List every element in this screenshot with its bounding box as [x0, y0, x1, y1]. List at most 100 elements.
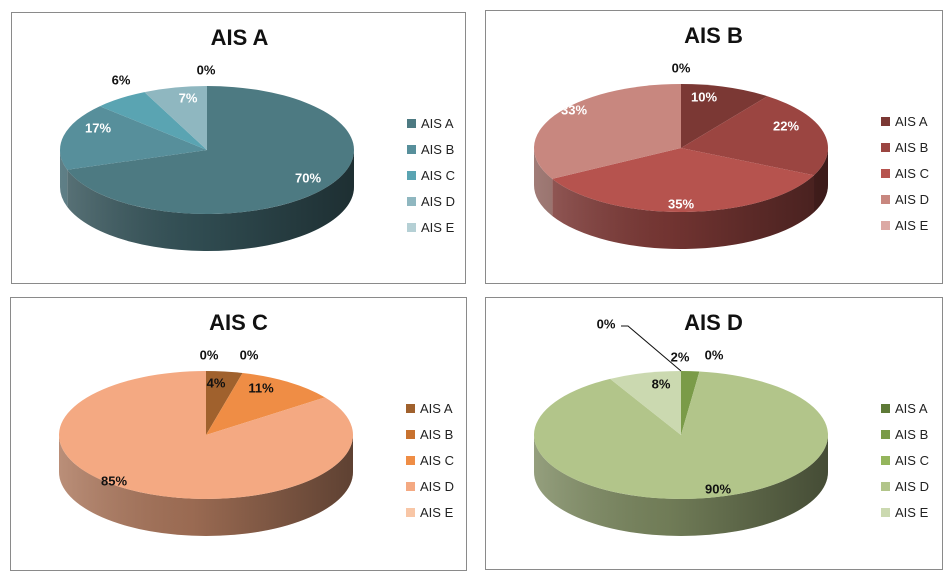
- legend-item: AIS D: [881, 473, 929, 499]
- legend-swatch: [881, 507, 890, 517]
- data-label: 17%: [85, 120, 111, 135]
- legend: AIS A AIS B AIS C AIS D AIS E: [407, 110, 455, 240]
- legend-swatch: [406, 403, 415, 413]
- pie-3d: 70% 17% 6% 7% 0%: [60, 62, 355, 251]
- legend: AIS A AIS B AIS C AIS D AIS E: [881, 108, 929, 238]
- legend-item: AIS A: [407, 110, 455, 136]
- data-label: 7%: [179, 90, 198, 105]
- legend: AIS A AIS B AIS C AIS D AIS E: [406, 395, 454, 525]
- data-label: 35%: [668, 196, 694, 211]
- legend-swatch: [406, 481, 415, 491]
- legend-item: AIS E: [881, 212, 929, 238]
- legend-swatch: [406, 455, 415, 465]
- legend-item: AIS C: [881, 447, 929, 473]
- pie-slice-ais-c[interactable]: [99, 92, 207, 150]
- pie-side-shading: [60, 150, 354, 251]
- chart-title: AIS B: [684, 23, 743, 48]
- legend-label: AIS B: [420, 426, 454, 442]
- legend-item: AIS C: [407, 162, 455, 188]
- legend-label: AIS D: [420, 478, 454, 494]
- pie-slice-ais-d[interactable]: [144, 86, 207, 150]
- legend-label: AIS E: [420, 504, 454, 520]
- legend-label: AIS B: [895, 139, 929, 155]
- data-label: 4%: [207, 375, 226, 390]
- legend-swatch: [406, 507, 415, 517]
- pie-slice-ais-a[interactable]: [681, 84, 768, 148]
- data-label: 2%: [671, 349, 690, 364]
- pie-slice-ais-a[interactable]: [206, 371, 243, 435]
- data-label: 85%: [101, 473, 127, 488]
- legend-label: AIS A: [895, 400, 928, 416]
- pie-side-shading: [534, 148, 828, 249]
- legend-swatch: [881, 429, 890, 439]
- data-label: 10%: [691, 89, 717, 104]
- data-label: 11%: [248, 380, 274, 395]
- legend-swatch: [881, 168, 890, 178]
- data-label: 70%: [295, 170, 321, 185]
- legend-label: AIS C: [895, 452, 929, 468]
- pie-3d: 10% 22% 35% 33% 0%: [534, 60, 828, 249]
- pie-slice-ais-b[interactable]: [60, 106, 208, 170]
- leader-line: [621, 325, 682, 372]
- data-label: 22%: [773, 118, 799, 133]
- legend-label: AIS B: [421, 141, 455, 157]
- legend-item: AIS E: [406, 499, 454, 525]
- pie-slice-ais-c[interactable]: [552, 148, 815, 212]
- pie-slice-ais-d[interactable]: [534, 84, 681, 179]
- pie-side-shading: [534, 435, 828, 536]
- legend-swatch: [407, 118, 416, 128]
- legend-item: AIS D: [881, 186, 929, 212]
- chart-title: AIS A: [210, 25, 269, 50]
- data-label: 0%: [200, 347, 219, 362]
- data-label: 0%: [705, 347, 724, 362]
- legend-label: AIS E: [895, 504, 929, 520]
- pie-slice-ais-a[interactable]: [67, 86, 355, 214]
- data-label: 0%: [597, 316, 616, 331]
- pie-slice-ais-d[interactable]: [534, 371, 828, 499]
- chart-ais-c: AIS C 4% 0% 11% 85% 0% AIS A AIS B AIS C AIS D AIS…: [10, 297, 467, 571]
- legend-label: AIS C: [895, 165, 929, 181]
- legend-item: AIS E: [407, 214, 455, 240]
- legend-label: AIS A: [895, 113, 928, 129]
- legend-swatch: [881, 403, 890, 413]
- pie-slice-ais-d[interactable]: [58, 371, 354, 499]
- legend-label: AIS E: [421, 219, 455, 235]
- legend-label: AIS C: [420, 452, 454, 468]
- data-label: 0%: [240, 347, 259, 362]
- chart-ais-a: AIS A 70% 17% 6% 7% 0% AIS A AIS B AIS C AIS D AIS…: [11, 12, 466, 284]
- data-label: 0%: [672, 60, 691, 75]
- pie-slice-ais-e[interactable]: [610, 371, 681, 435]
- data-label: 90%: [705, 481, 731, 496]
- legend-label: AIS D: [421, 193, 455, 209]
- pie-side-shading: [59, 435, 353, 536]
- legend-label: AIS C: [421, 167, 455, 183]
- legend-label: AIS E: [895, 217, 929, 233]
- pie-slice-ais-b[interactable]: [681, 371, 700, 435]
- chart-ais-d: AIS D 0% 2% 0% 90% 8% AIS A AIS B AIS C AIS D AIS …: [485, 297, 943, 570]
- legend-item: AIS B: [407, 136, 455, 162]
- legend-item: AIS B: [881, 421, 929, 447]
- pie-slice-ais-b[interactable]: [681, 96, 828, 176]
- data-label: 33%: [561, 102, 587, 117]
- legend-item: AIS D: [406, 473, 454, 499]
- legend-swatch: [881, 455, 890, 465]
- legend-item: AIS C: [406, 447, 454, 473]
- legend-swatch: [881, 142, 890, 152]
- legend-item: AIS A: [406, 395, 454, 421]
- legend-swatch: [407, 222, 416, 232]
- legend-swatch: [407, 196, 416, 206]
- data-label: 0%: [197, 62, 216, 77]
- pie-slice-ais-c[interactable]: [206, 373, 325, 435]
- legend-item: AIS E: [881, 499, 929, 525]
- legend-swatch: [407, 170, 416, 180]
- legend-label: AIS B: [895, 426, 929, 442]
- legend-item: AIS A: [881, 395, 929, 421]
- legend-swatch: [407, 144, 416, 154]
- chart-title: AIS D: [684, 310, 743, 335]
- data-label: 6%: [112, 72, 131, 87]
- legend-item: AIS B: [406, 421, 454, 447]
- legend-label: AIS A: [421, 115, 454, 131]
- legend-label: AIS D: [895, 191, 929, 207]
- pie-3d: 0% 2% 0% 90% 8%: [534, 316, 828, 536]
